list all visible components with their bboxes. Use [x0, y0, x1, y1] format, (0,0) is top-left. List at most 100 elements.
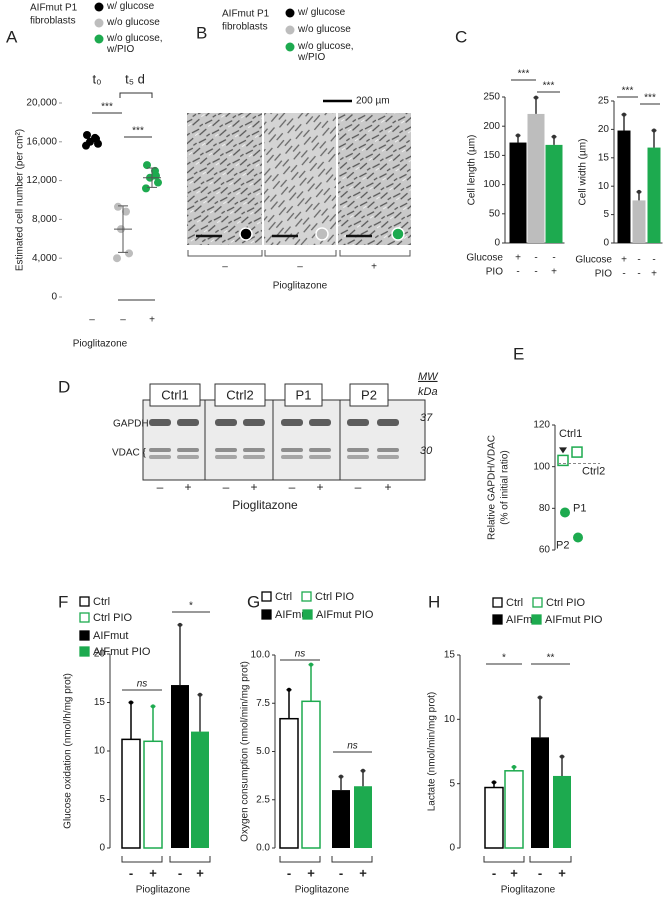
x-tick-label: –	[297, 262, 303, 273]
legend-marker	[532, 597, 543, 608]
error-cap	[129, 700, 133, 705]
bar	[527, 113, 545, 243]
bar	[531, 737, 549, 848]
y-tick-label: 20,000	[26, 98, 57, 109]
x-axis-label: Pioglitazone	[73, 339, 128, 350]
legend-marker	[285, 8, 295, 18]
error-cap	[198, 692, 202, 697]
lane-separator	[204, 400, 341, 480]
legend-label: w/o glucose, w/PIO	[107, 33, 163, 55]
data-point	[82, 141, 90, 150]
legend-marker	[492, 614, 503, 625]
legend-label: AIFmut PIO	[545, 614, 603, 626]
error-bar	[559, 755, 565, 776]
blot-band	[281, 448, 303, 452]
y-tick-label: 0	[99, 843, 105, 854]
x-axis-label: Pioglitazone	[501, 885, 556, 896]
y-axis-label: Cell length (µm)	[467, 135, 478, 206]
blot-band	[309, 455, 331, 459]
error-bar	[286, 688, 292, 719]
blot-band	[347, 448, 369, 452]
legend-label: w/ glucose	[107, 1, 155, 12]
row-sign: -	[552, 253, 555, 264]
error-bar	[360, 770, 366, 787]
group-label: Ctrl2	[226, 387, 253, 402]
lane-sign: –	[355, 480, 362, 494]
row-sign: -	[534, 267, 537, 278]
band-label: GAPDH	[113, 419, 149, 430]
blot-band	[243, 455, 265, 459]
error-cap	[652, 128, 656, 133]
data-point	[143, 161, 151, 170]
bracket	[187, 250, 411, 257]
significance-label: ***	[622, 86, 634, 97]
lane-sign: +	[316, 480, 323, 494]
y-tick-label: 120	[533, 420, 550, 431]
blot-band	[215, 455, 237, 459]
x-tick-label: +	[149, 865, 157, 880]
blot-band	[177, 455, 199, 459]
legend-label: Ctrl PIO	[315, 591, 355, 603]
y-tick-label: 250	[483, 92, 500, 103]
y-tick-label: 10.0	[251, 650, 271, 661]
lane-sign: –	[157, 480, 164, 494]
panel-title: fibroblasts	[222, 22, 268, 33]
data-point	[154, 178, 162, 187]
x-tick-label: +	[196, 865, 204, 880]
y-tick-label: 15	[444, 650, 456, 661]
x-axis-label: Pioglitazone	[136, 885, 191, 896]
blot-band	[149, 455, 171, 459]
condition-dot	[315, 227, 329, 241]
error-cap	[538, 695, 542, 700]
legend-label: Ctrl PIO	[93, 612, 133, 624]
blot-band	[377, 448, 399, 452]
panel-label: G	[247, 592, 260, 611]
mw-value: 30	[420, 445, 433, 457]
mw-label: kDa	[418, 386, 438, 398]
y-tick-label: 0	[494, 238, 500, 249]
pointer-arrow	[559, 447, 567, 454]
bar	[354, 786, 372, 848]
panel-label: D	[58, 377, 70, 396]
y-tick-label: 5	[449, 778, 455, 789]
row-label: PIO	[595, 269, 612, 280]
blot-band	[149, 448, 171, 452]
y-tick-label: 25	[598, 96, 610, 107]
y-tick-label: 0	[449, 843, 455, 854]
blot-band	[281, 455, 303, 459]
legend-marker	[79, 596, 90, 607]
group-label: Ctrl1	[161, 387, 188, 402]
significance-label: ***	[518, 69, 530, 80]
group-box	[214, 383, 266, 407]
legend-label: Ctrl	[93, 596, 110, 608]
error-cap	[512, 764, 516, 769]
time-label: t₀	[92, 71, 101, 86]
x-tick-label: -	[129, 865, 133, 880]
blot-band	[149, 419, 171, 426]
row-sign: -	[622, 269, 625, 280]
x-tick-label: -	[339, 865, 343, 880]
blot-band	[309, 448, 331, 452]
blot-band	[281, 419, 303, 426]
x-axis-label: Pioglitazone	[232, 498, 298, 512]
bracket	[331, 856, 373, 863]
y-tick-label: 20	[94, 649, 106, 660]
error-cap	[339, 774, 343, 779]
error-bar	[651, 129, 657, 148]
bar	[279, 717, 299, 849]
data-point	[92, 134, 100, 143]
y-tick-label: 7.5	[256, 698, 270, 709]
y-tick-label: 15	[94, 697, 106, 708]
point-label: Ctrl1	[559, 428, 582, 440]
legend-marker	[94, 2, 104, 12]
panel-label: B	[196, 23, 207, 42]
bar	[553, 775, 571, 848]
y-tick-label: 10	[444, 714, 456, 725]
legend-marker	[492, 597, 503, 608]
error-cap	[516, 133, 520, 138]
row-sign: +	[651, 269, 657, 280]
bracket	[483, 856, 525, 863]
y-axis-label: Oxygen consumption (nmol/min/mg prot)	[240, 661, 251, 842]
bar	[647, 147, 661, 243]
